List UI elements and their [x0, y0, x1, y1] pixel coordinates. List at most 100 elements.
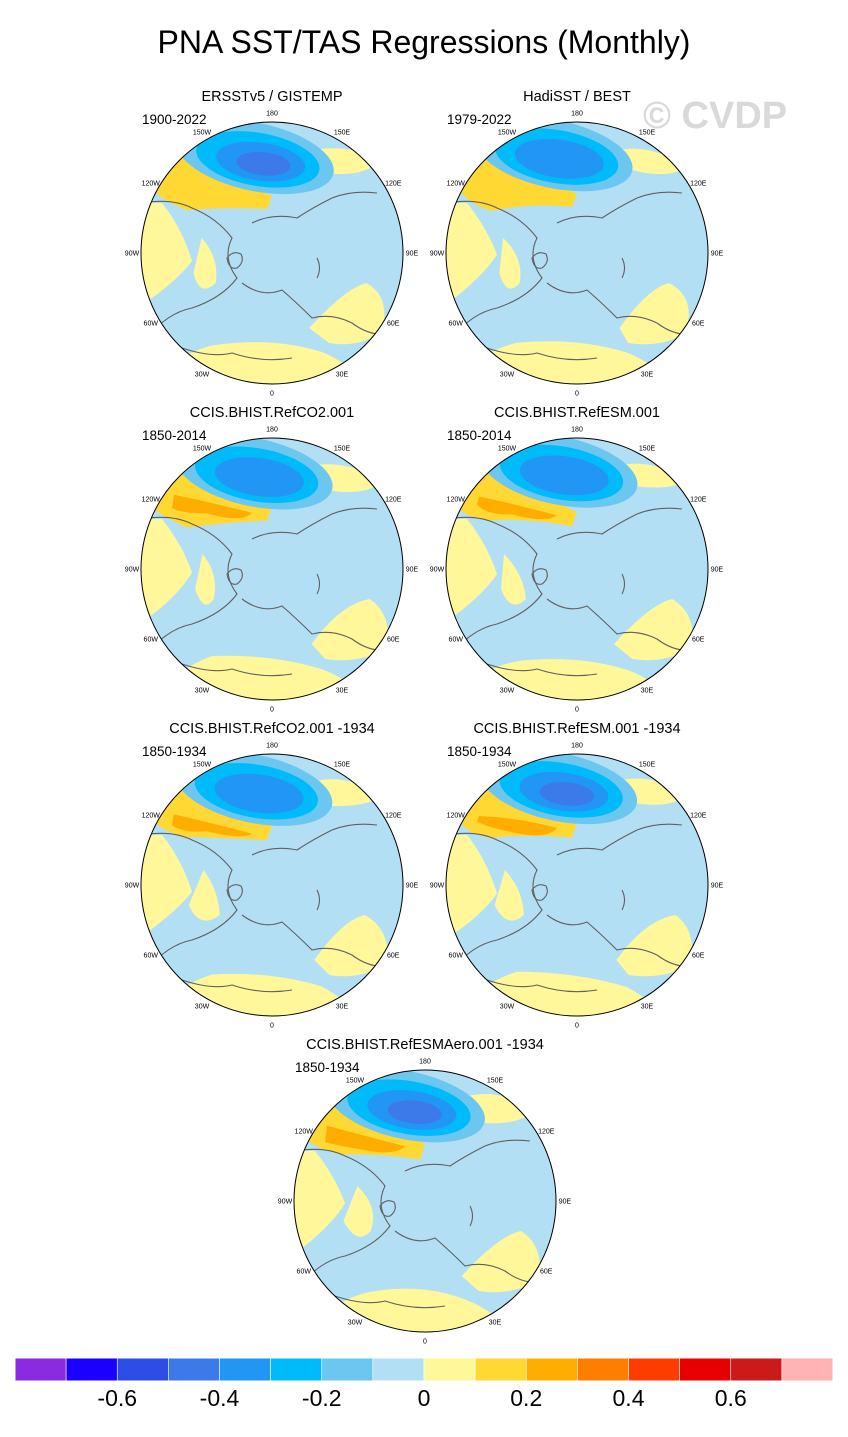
longitude-label: 150W — [498, 445, 517, 452]
longitude-label: 150E — [334, 445, 351, 452]
coastline-atlantic — [486, 347, 598, 361]
coastline-north-america — [446, 200, 543, 339]
longitude-label: 120E — [690, 497, 707, 504]
coastline-eurasia — [241, 598, 393, 651]
positive-anomaly — [311, 599, 389, 661]
coastline-novaya-zemlya — [621, 573, 626, 595]
colorbar-swatch — [219, 1358, 271, 1382]
positive-anomaly — [325, 1125, 405, 1153]
coastline-north-america — [141, 832, 238, 971]
longitude-label: 120E — [385, 181, 402, 188]
positive-anomaly — [613, 599, 693, 661]
longitude-label: 0 — [270, 1023, 274, 1030]
coastline-novaya-zemlya — [316, 889, 321, 911]
coastline-north-america — [294, 1148, 391, 1287]
coastline-atlantic — [181, 979, 293, 993]
longitude-label: 60W — [449, 637, 464, 644]
polar-map: 180 150E 120E 90E 60E 30E 0 30W 60W 90W 120W 150W — [125, 427, 419, 714]
polar-map: 180 150E 120E 90E 60E 30E 0 30W 60W 90W 120W 150W — [430, 743, 724, 1030]
coastline-eurasia — [241, 914, 393, 967]
coastline-siberia — [251, 823, 378, 856]
colorbar-swatch — [730, 1358, 783, 1382]
coastline-atlantic — [334, 1295, 446, 1309]
longitude-label: 60E — [387, 321, 400, 328]
positive-anomaly — [141, 203, 192, 318]
page-title: PNA SST/TAS Regressions (Monthly) — [157, 24, 691, 60]
longitude-label: 150E — [639, 129, 656, 136]
longitude-label: 30E — [336, 1004, 349, 1011]
colorbar-swatch — [372, 1358, 425, 1382]
longitude-label: 150E — [639, 761, 656, 768]
positive-anomaly — [446, 203, 497, 318]
polar-map: 180 150E 120E 90E 60E 30E 0 30W 60W 90W 120W 150W — [430, 427, 724, 714]
longitude-label: 30W — [348, 1320, 363, 1327]
panel-period: 1850-2014 — [142, 428, 207, 443]
longitude-label: 90W — [430, 567, 445, 574]
negative-anomaly — [519, 455, 609, 496]
negative-anomaly — [539, 782, 594, 806]
coastline-north-america — [446, 832, 543, 971]
longitude-label: 90E — [559, 1199, 572, 1206]
coastline-greenland — [226, 568, 243, 585]
longitude-label: 90W — [278, 1199, 293, 1206]
colorbar-frame — [15, 1358, 833, 1382]
coastline-greenland — [226, 252, 243, 269]
longitude-label: 180 — [571, 111, 583, 118]
colorbar-tick-label: -0.4 — [199, 1385, 240, 1411]
map-border — [140, 753, 404, 1017]
positive-anomaly — [477, 496, 557, 520]
positive-anomaly — [141, 519, 192, 634]
panel-period: 1850-2014 — [447, 428, 512, 443]
longitude-label: 150E — [639, 445, 656, 452]
map-panel: ERSSTv5 / GISTEMP 1900-2022 180 150E 120E 90E… — [122, 88, 422, 398]
coastline-novaya-zemlya — [621, 889, 626, 911]
panel-title: CCIS.BHIST.RefESM.001 — [494, 405, 660, 421]
map-panel: HadiSST / BEST 1979-2022 180 150E 120E 90E 60E… — [427, 88, 727, 398]
longitude-label: 90E — [406, 251, 419, 258]
longitude-label: 150W — [193, 445, 212, 452]
panel-title: CCIS.BHIST.RefESM.001 -1934 — [473, 721, 681, 737]
positive-anomaly — [172, 814, 252, 837]
map-panel: CCIS.BHIST.RefESM.001 1850-2014 180 150E 120… — [427, 404, 727, 714]
coastline-north-america — [141, 200, 238, 339]
colorbar-tick-label: 0.2 — [510, 1385, 543, 1411]
longitude-label: 120W — [447, 181, 466, 188]
coastline-atlantic — [486, 663, 598, 677]
colorbar-swatch — [679, 1358, 732, 1382]
colorbar-swatch — [525, 1358, 578, 1382]
polar-map: 180 150E 120E 90E 60E 30E 0 30W 60W 90W 120W 150W — [430, 111, 724, 398]
longitude-label: 120W — [295, 1129, 314, 1136]
positive-anomaly — [343, 1186, 374, 1237]
longitude-label: 180 — [266, 427, 278, 434]
coastline-siberia — [251, 507, 378, 540]
map-border — [445, 437, 709, 701]
panel-period: 1900-2022 — [142, 112, 207, 127]
longitude-label: 0 — [423, 1339, 427, 1346]
longitude-label: 60E — [692, 321, 705, 328]
coastline-siberia — [251, 191, 378, 224]
longitude-label: 90W — [125, 567, 140, 574]
coastline-eurasia — [394, 1230, 546, 1283]
colorbar-tick-label: -0.2 — [301, 1385, 342, 1411]
panel-period: 1979-2022 — [447, 112, 512, 127]
coastline-siberia — [556, 507, 683, 540]
panel-title: ERSSTv5 / GISTEMP — [201, 89, 343, 105]
longitude-label: 0 — [270, 707, 274, 714]
panel-title: HadiSST / BEST — [523, 89, 631, 105]
longitude-label: 180 — [571, 743, 583, 750]
coastline-greenland — [379, 1200, 396, 1217]
positive-anomaly — [294, 1151, 345, 1266]
longitude-label: 0 — [575, 1023, 579, 1030]
colorbar-swatch — [270, 1358, 323, 1382]
panel-title: CCIS.BHIST.RefCO2.001 — [189, 405, 355, 421]
longitude-label: 30E — [489, 1320, 502, 1327]
coastline-north-america — [446, 516, 543, 655]
longitude-label: 60W — [144, 637, 159, 644]
longitude-label: 30E — [641, 688, 654, 695]
colorbar-tick-label: -0.6 — [97, 1385, 138, 1411]
longitude-label: 120W — [142, 497, 161, 504]
positive-anomaly — [141, 835, 192, 950]
coastline-siberia — [404, 1139, 531, 1172]
colorbar-tick-label: 0.4 — [612, 1385, 645, 1411]
negative-anomaly — [214, 773, 304, 814]
